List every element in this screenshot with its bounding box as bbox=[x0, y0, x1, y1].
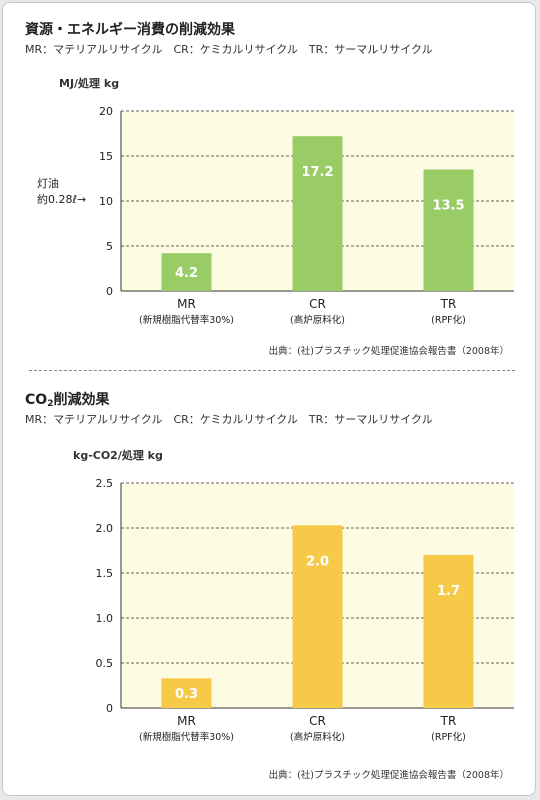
data-label: 13.5 bbox=[432, 199, 464, 214]
y-tick-label: 0 bbox=[106, 702, 113, 715]
chart1-title: 資源・エネルギー消費の削減効果 bbox=[25, 22, 235, 38]
y-tick-label: 5 bbox=[106, 240, 113, 253]
data-label: 17.2 bbox=[301, 165, 333, 180]
y-tick-label: 15 bbox=[99, 150, 113, 163]
y-tick-label: 1.0 bbox=[96, 612, 114, 625]
x-tick-sublabel: (RPF化) bbox=[431, 314, 466, 326]
x-tick-label: MR bbox=[177, 714, 196, 728]
x-tick-label: CR bbox=[309, 714, 326, 728]
bar-tr bbox=[423, 555, 474, 708]
chart1-source: 出典：(社)プラスチック処理促進協会報告書（2008年） bbox=[268, 346, 509, 357]
chart2-svg: 0 0.5 1.0 1.5 2.0 2.5 0.3 MR (新規樹脂代替率30%) 2.0 CR (高… bbox=[96, 477, 514, 743]
x-tick-sublabel: (高炉原料化) bbox=[290, 731, 345, 743]
chart2-title-rest: 削減効果 bbox=[53, 392, 110, 408]
y-tick-label: 1.5 bbox=[96, 567, 114, 580]
x-tick-label: TR bbox=[440, 714, 457, 728]
annotation-line: 約0.28ℓ→ bbox=[37, 192, 86, 206]
section-divider bbox=[29, 370, 515, 371]
y-tick-label: 0.5 bbox=[96, 657, 114, 670]
y-tick-label: 0 bbox=[106, 285, 113, 298]
bar-mr bbox=[161, 253, 212, 291]
bar-cr bbox=[292, 525, 343, 708]
data-label: 4.2 bbox=[175, 266, 198, 281]
x-tick-label: CR bbox=[309, 297, 326, 311]
y-tick-label: 20 bbox=[99, 105, 113, 118]
x-tick-label: MR bbox=[177, 297, 196, 311]
y-tick-label: 2.5 bbox=[96, 477, 114, 490]
data-label: 0.3 bbox=[175, 687, 198, 702]
bar-cr bbox=[292, 136, 343, 291]
chart2-legend-text: MR：マテリアルリサイクル CR：ケミカルリサイクル TR：サーマルリサイクル bbox=[25, 413, 433, 426]
y-tick-label: 10 bbox=[99, 195, 113, 208]
chart1-svg: 0 5 10 15 20 4.2 MR (新規樹脂代替率30%) 17.2 CR (高炉原料化) 13… bbox=[37, 105, 514, 326]
x-tick-sublabel: (新規樹脂代替率30%) bbox=[139, 314, 234, 326]
chart2-title-sub: 2 bbox=[47, 399, 54, 409]
x-tick-sublabel: (高炉原料化) bbox=[290, 314, 345, 326]
chart1-ylabel: MJ/処理 kg bbox=[59, 77, 120, 90]
chart2-title: CO2削減効果 bbox=[25, 389, 109, 409]
x-tick-sublabel: (新規樹脂代替率30%) bbox=[139, 731, 234, 743]
bar-mr bbox=[161, 678, 212, 708]
x-tick-label: TR bbox=[440, 297, 457, 311]
chart1-legend-text: MR：マテリアルリサイクル CR：ケミカルリサイクル TR：サーマルリサイクル bbox=[25, 43, 433, 56]
chart2-title-co: CO bbox=[25, 392, 48, 408]
annotation-line: 灯油 bbox=[37, 176, 59, 190]
data-label: 2.0 bbox=[306, 554, 329, 569]
bar-tr bbox=[423, 169, 474, 291]
chart2-source: 出典：(社)プラスチック処理促進協会報告書（2008年） bbox=[268, 770, 509, 781]
x-tick-sublabel: (RPF化) bbox=[431, 731, 466, 743]
data-label: 1.7 bbox=[437, 584, 460, 599]
y-tick-label: 2.0 bbox=[96, 522, 114, 535]
chart2-ylabel: kg-CO2/処理 kg bbox=[73, 449, 163, 462]
